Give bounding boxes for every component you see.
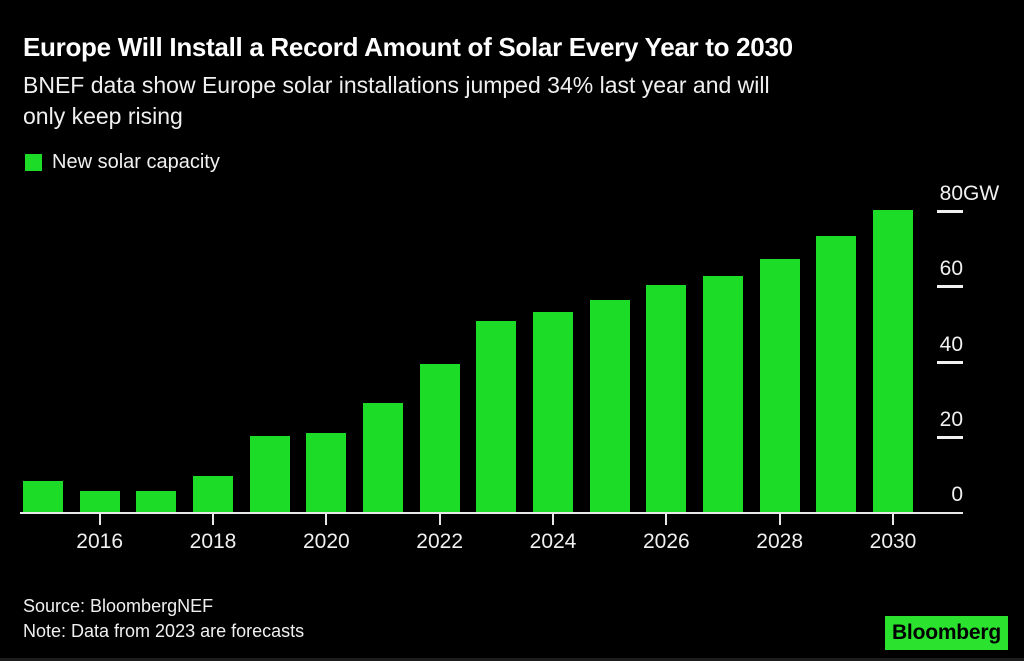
y-label-0: 0 bbox=[951, 483, 963, 506]
y-label-40: 40 bbox=[939, 332, 963, 356]
legend-swatch bbox=[25, 154, 42, 171]
y-label-80: 80 GW bbox=[939, 182, 1000, 205]
y-tick-dash-60 bbox=[937, 285, 963, 289]
bar-2019 bbox=[249, 436, 290, 513]
footer-note: Note: Data from 2023 are forecasts bbox=[23, 621, 305, 641]
bar-2024 bbox=[532, 312, 573, 513]
y-tick-dash-40 bbox=[937, 360, 963, 364]
bar-2023 bbox=[476, 321, 517, 513]
x-label-2022: 2022 bbox=[416, 530, 464, 553]
x-label-2016: 2016 bbox=[76, 530, 124, 553]
chart-subtitle-line-2: only keep rising bbox=[23, 103, 183, 129]
x-tick-2026 bbox=[665, 514, 668, 525]
bar-2020 bbox=[306, 433, 347, 513]
legend: New solar capacity bbox=[25, 151, 220, 174]
x-tick-2030 bbox=[892, 514, 894, 525]
bar-2018 bbox=[192, 476, 233, 513]
x-axis-line bbox=[20, 512, 963, 514]
y-label-60: 60 bbox=[939, 257, 963, 281]
bottom-divider bbox=[0, 658, 1024, 661]
bar-2021 bbox=[362, 403, 403, 513]
bar-2025 bbox=[589, 300, 630, 513]
x-label-2026: 2026 bbox=[642, 530, 690, 553]
bar-2030 bbox=[872, 210, 913, 513]
chart-subtitle-line-1: BNEF data show Europe solar installation… bbox=[23, 72, 770, 98]
footer-source: Source: BloombergNEF bbox=[23, 596, 214, 616]
bar-2029 bbox=[816, 236, 857, 513]
x-tick-2022 bbox=[438, 514, 441, 525]
x-label-2018: 2018 bbox=[189, 530, 237, 553]
bar-2015 bbox=[23, 481, 63, 513]
chart-subtitle: BNEF data show Europe solar installation… bbox=[23, 70, 770, 132]
chart-title: Europe Will Install a Record Amount of S… bbox=[23, 32, 793, 62]
y-unit-label: GW bbox=[963, 182, 1000, 205]
bloomberg-logo-text: Bloomberg bbox=[891, 621, 1002, 644]
y-label-20: 20 bbox=[939, 407, 963, 431]
bloomberg-logo: Bloomberg bbox=[885, 616, 1008, 650]
x-label-2030: 2030 bbox=[869, 530, 917, 553]
bar-2017 bbox=[136, 491, 177, 513]
x-label-2020: 2020 bbox=[302, 530, 350, 553]
legend-label: New solar capacity bbox=[52, 151, 220, 173]
x-label-2028: 2028 bbox=[756, 530, 804, 553]
bars-container bbox=[23, 193, 913, 513]
bar-2016 bbox=[79, 491, 120, 513]
bar-2028 bbox=[759, 259, 800, 513]
x-tick-2016 bbox=[98, 514, 101, 525]
x-tick-2018 bbox=[212, 514, 214, 525]
x-tick-2028 bbox=[778, 514, 781, 525]
bar-2022 bbox=[419, 364, 460, 513]
x-tick-2024 bbox=[552, 514, 554, 525]
x-label-2024: 2024 bbox=[529, 530, 577, 553]
bar-2027 bbox=[702, 276, 743, 513]
y-tick-dash-20 bbox=[937, 435, 963, 439]
y-tick-dash-80 bbox=[937, 210, 963, 213]
footer: Source: BloombergNEF Note: Data from 202… bbox=[23, 594, 304, 644]
bar-2026 bbox=[646, 285, 687, 513]
x-tick-2020 bbox=[325, 514, 328, 525]
